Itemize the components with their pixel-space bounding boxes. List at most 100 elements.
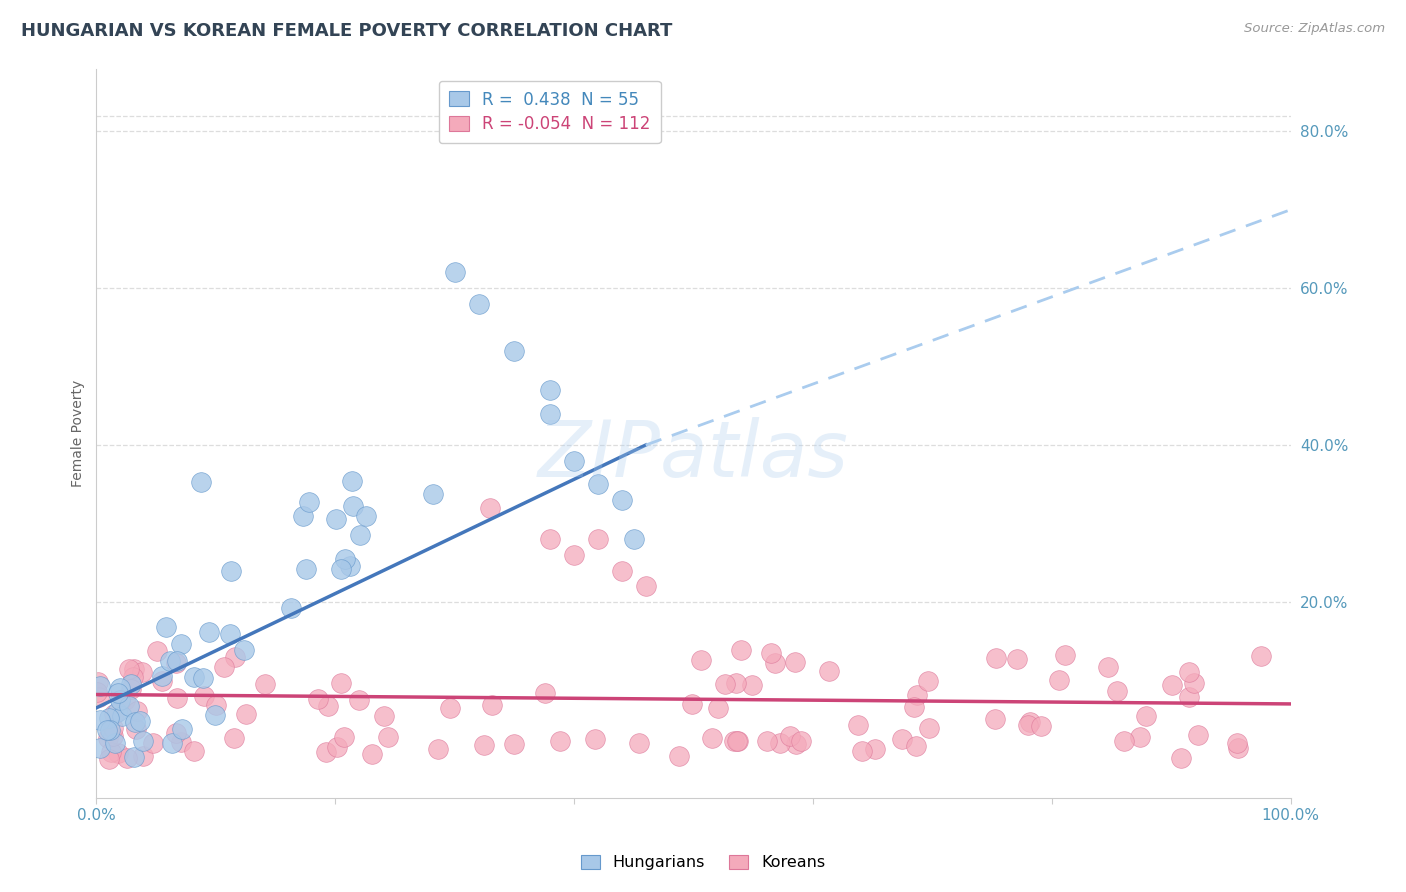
- Point: [118, 699, 141, 714]
- Point: [166, 654, 188, 668]
- Point: [183, 744, 205, 758]
- Point: [763, 657, 786, 671]
- Point: [132, 733, 155, 747]
- Point: [103, 721, 125, 735]
- Point: [846, 718, 869, 732]
- Point: [330, 562, 353, 576]
- Point: [1160, 678, 1182, 692]
- Point: [779, 730, 801, 744]
- Point: [467, 297, 489, 311]
- Point: [191, 671, 214, 685]
- Point: [583, 731, 606, 746]
- Point: [169, 735, 191, 749]
- Point: [295, 562, 318, 576]
- Point: [360, 747, 382, 761]
- Point: [253, 677, 276, 691]
- Point: [150, 669, 173, 683]
- Point: [98, 711, 121, 725]
- Point: [918, 721, 941, 735]
- Point: [166, 690, 188, 705]
- Point: [761, 646, 783, 660]
- Point: [690, 653, 713, 667]
- Point: [769, 736, 792, 750]
- Point: [325, 512, 347, 526]
- Point: [107, 686, 129, 700]
- Point: [562, 454, 585, 468]
- Point: [1029, 719, 1052, 733]
- Point: [326, 739, 349, 754]
- Point: [335, 552, 357, 566]
- Point: [190, 475, 212, 490]
- Point: [333, 730, 356, 744]
- Point: [1182, 675, 1205, 690]
- Y-axis label: Female Poverty: Female Poverty: [72, 380, 86, 487]
- Point: [548, 733, 571, 747]
- Point: [122, 670, 145, 684]
- Point: [1227, 740, 1250, 755]
- Point: [1053, 648, 1076, 662]
- Point: [1178, 665, 1201, 679]
- Point: [562, 548, 585, 562]
- Point: [89, 741, 111, 756]
- Point: [917, 673, 939, 688]
- Point: [1250, 649, 1272, 664]
- Point: [443, 265, 465, 279]
- Point: [165, 725, 187, 739]
- Point: [125, 722, 148, 736]
- Point: [741, 678, 763, 692]
- Point: [668, 749, 690, 764]
- Point: [97, 752, 120, 766]
- Point: [714, 677, 737, 691]
- Point: [100, 745, 122, 759]
- Point: [219, 565, 242, 579]
- Point: [627, 736, 650, 750]
- Point: [790, 733, 813, 747]
- Point: [342, 499, 364, 513]
- Point: [610, 564, 633, 578]
- Point: [198, 624, 221, 639]
- Point: [316, 699, 339, 714]
- Point: [212, 659, 235, 673]
- Point: [89, 690, 111, 704]
- Point: [101, 729, 124, 743]
- Point: [724, 675, 747, 690]
- Point: [193, 690, 215, 704]
- Point: [124, 715, 146, 730]
- Point: [422, 487, 444, 501]
- Point: [131, 665, 153, 680]
- Point: [155, 620, 177, 634]
- Point: [373, 709, 395, 723]
- Point: [165, 656, 187, 670]
- Point: [96, 723, 118, 738]
- Point: [707, 701, 730, 715]
- Text: HUNGARIAN VS KOREAN FEMALE POVERTY CORRELATION CHART: HUNGARIAN VS KOREAN FEMALE POVERTY CORRE…: [21, 22, 672, 40]
- Point: [427, 742, 450, 756]
- Point: [1129, 730, 1152, 744]
- Point: [205, 698, 228, 712]
- Point: [127, 704, 149, 718]
- Point: [232, 642, 254, 657]
- Point: [891, 732, 914, 747]
- Point: [107, 746, 129, 760]
- Point: [586, 477, 609, 491]
- Point: [984, 651, 1007, 665]
- Point: [280, 600, 302, 615]
- Point: [120, 677, 142, 691]
- Point: [103, 736, 125, 750]
- Text: ZIPatlas: ZIPatlas: [538, 417, 849, 493]
- Point: [349, 528, 371, 542]
- Point: [329, 676, 352, 690]
- Point: [377, 730, 399, 744]
- Point: [98, 723, 121, 737]
- Point: [851, 744, 873, 758]
- Point: [783, 655, 806, 669]
- Point: [224, 650, 246, 665]
- Point: [115, 751, 138, 765]
- Point: [150, 673, 173, 688]
- Point: [1005, 651, 1028, 665]
- Point: [903, 699, 925, 714]
- Point: [538, 383, 561, 397]
- Point: [183, 670, 205, 684]
- Point: [111, 708, 134, 723]
- Point: [502, 737, 524, 751]
